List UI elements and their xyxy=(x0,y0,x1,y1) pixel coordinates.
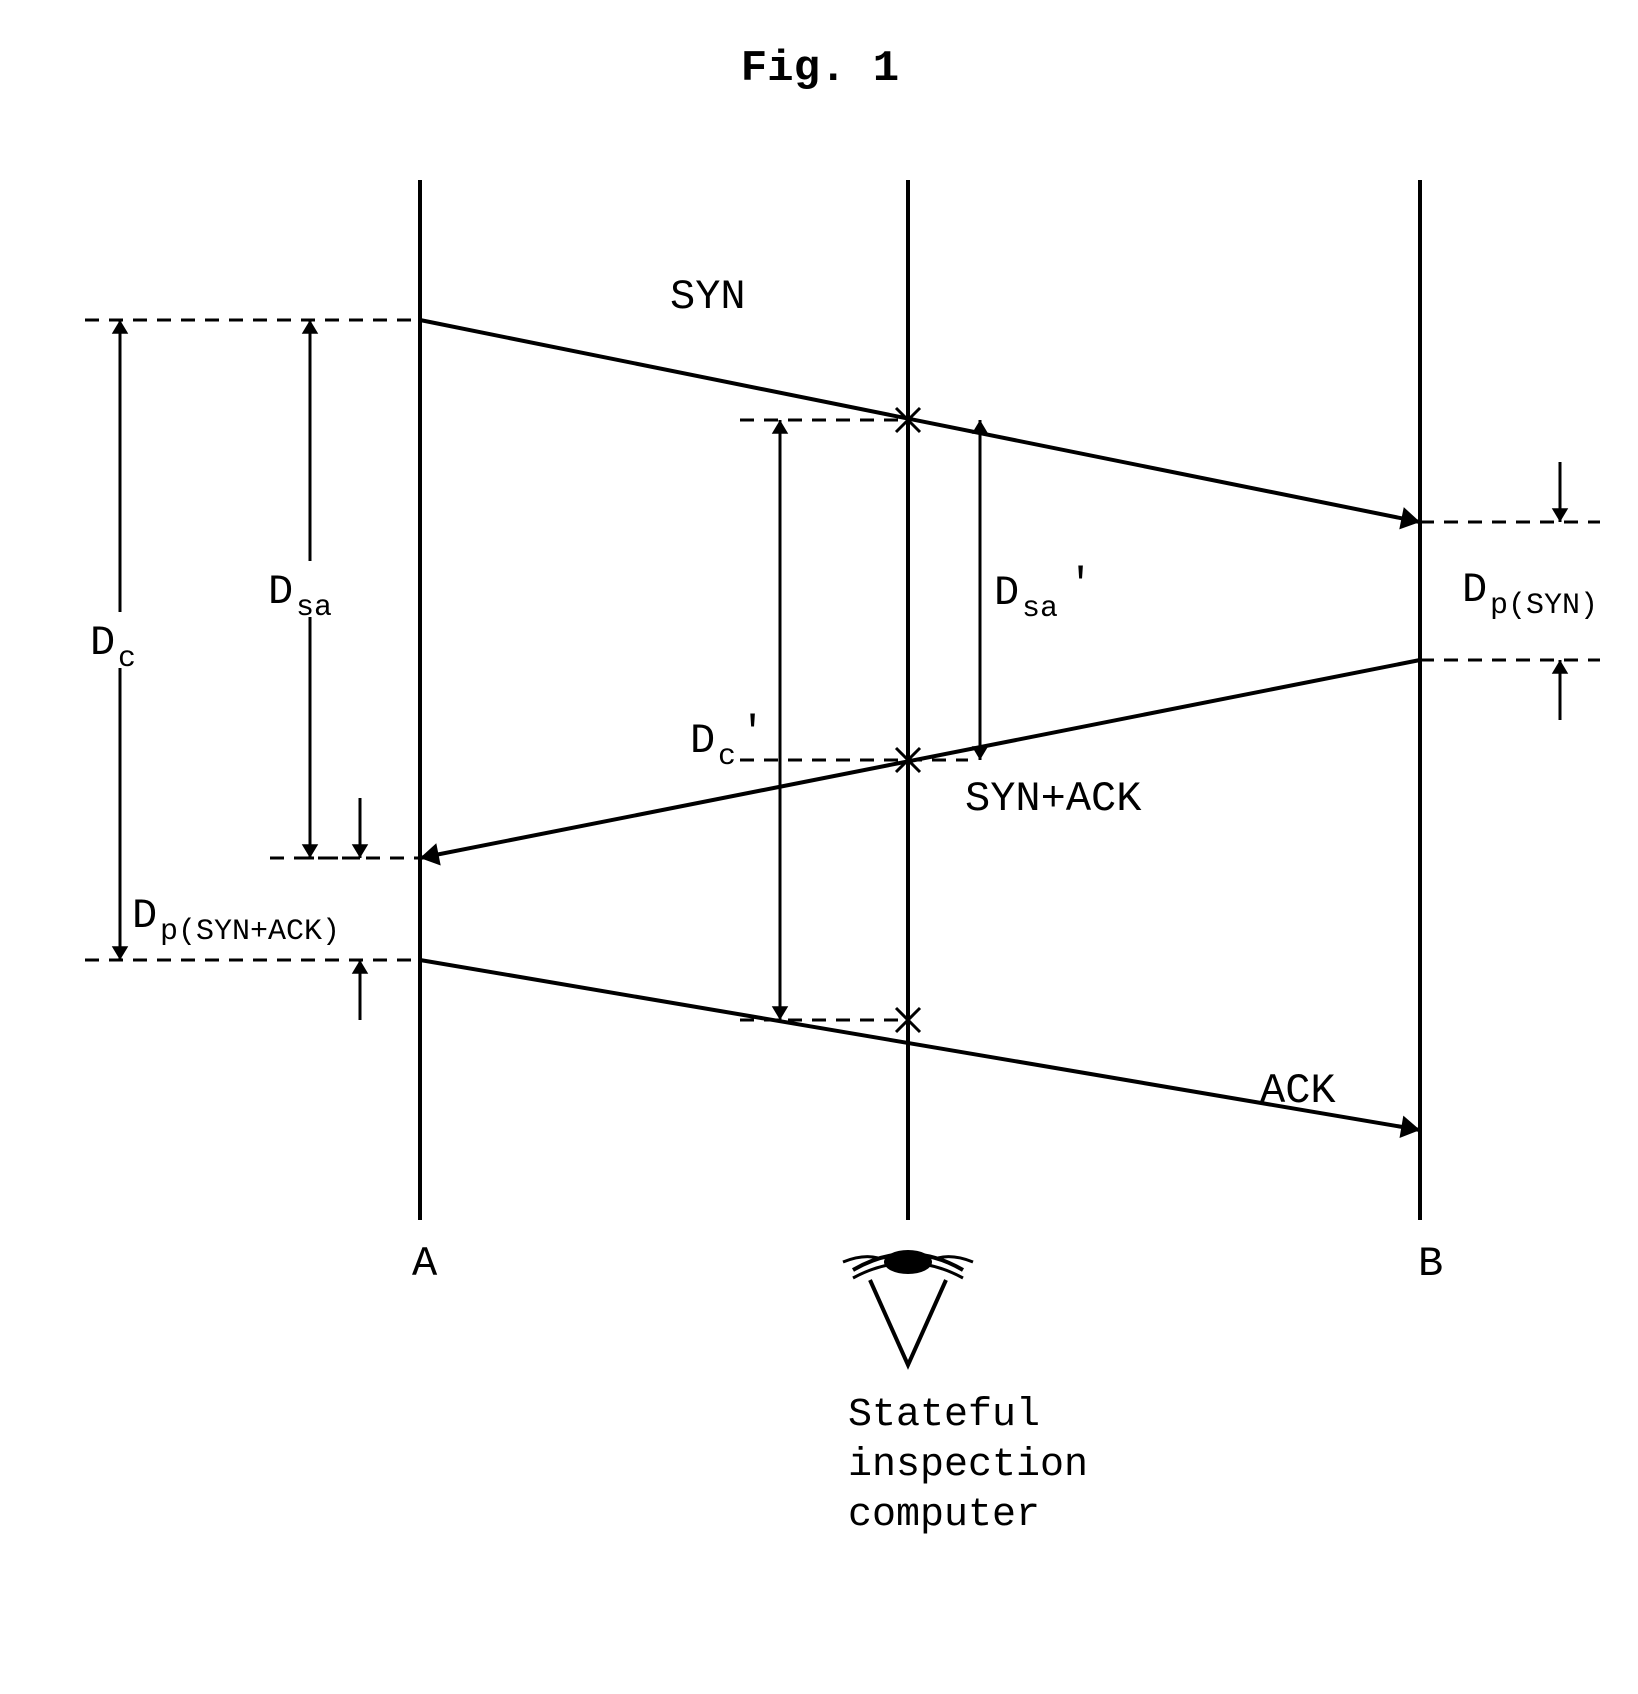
svg-text:inspection: inspection xyxy=(848,1443,1088,1488)
svg-text:p(SYN+ACK): p(SYN+ACK) xyxy=(160,915,340,949)
svg-text:D: D xyxy=(90,619,115,667)
diagram-container: Fig. 1SYNSYN+ACKACKABDcDsaDc'Dsa'Dp(SYN)… xyxy=(0,0,1638,1694)
svg-text:c: c xyxy=(718,740,736,774)
svg-text:': ' xyxy=(740,709,765,757)
svg-text:SYN+ACK: SYN+ACK xyxy=(965,775,1142,823)
svg-text:D: D xyxy=(994,569,1019,617)
svg-text:A: A xyxy=(412,1240,438,1288)
svg-text:D: D xyxy=(690,717,715,765)
diagram-svg: Fig. 1SYNSYN+ACKACKABDcDsaDc'Dsa'Dp(SYN)… xyxy=(0,0,1638,1694)
svg-text:c: c xyxy=(118,642,136,676)
svg-text:B: B xyxy=(1418,1240,1443,1288)
svg-text:': ' xyxy=(1068,561,1093,609)
svg-text:D: D xyxy=(268,568,293,616)
svg-text:SYN: SYN xyxy=(670,273,746,321)
svg-text:sa: sa xyxy=(296,591,332,625)
svg-text:D: D xyxy=(132,892,157,940)
svg-text:computer: computer xyxy=(848,1493,1040,1538)
svg-text:Fig. 1: Fig. 1 xyxy=(741,44,899,94)
svg-text:Stateful: Stateful xyxy=(848,1393,1040,1438)
svg-text:sa: sa xyxy=(1022,592,1058,626)
svg-text:D: D xyxy=(1462,566,1487,614)
svg-text:p(SYN): p(SYN) xyxy=(1490,589,1598,623)
svg-text:ACK: ACK xyxy=(1260,1067,1336,1115)
